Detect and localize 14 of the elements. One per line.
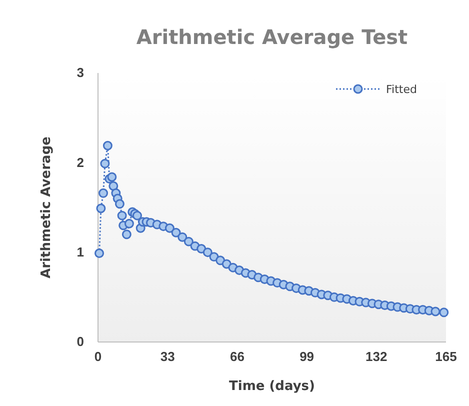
y-axis-title: Arithmetic Average bbox=[39, 136, 54, 278]
y-tick-label: 1 bbox=[76, 244, 84, 260]
x-tick-label: 33 bbox=[160, 349, 175, 364]
y-tick-label: 0 bbox=[76, 334, 84, 350]
x-tick-label: 165 bbox=[435, 349, 457, 364]
chart-title: Arithmetic Average Test bbox=[136, 25, 408, 49]
y-tick-label: 2 bbox=[76, 154, 84, 170]
legend-label: Fitted bbox=[386, 83, 417, 96]
x-tick-label: 99 bbox=[300, 349, 314, 364]
y-tick-label: 3 bbox=[76, 65, 84, 80]
x-tick-label: 66 bbox=[230, 349, 244, 364]
x-axis-title: Time (days) bbox=[229, 379, 315, 394]
x-tick-label: 0 bbox=[94, 349, 102, 364]
x-tick-label: 132 bbox=[366, 349, 388, 364]
